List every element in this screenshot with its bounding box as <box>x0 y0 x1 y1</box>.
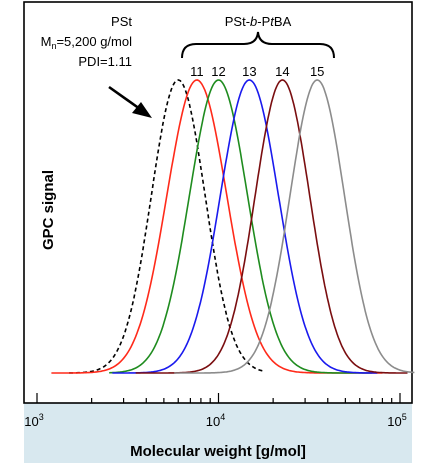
pst-pdi: PDI=1.11 <box>78 54 132 69</box>
pst-arrow <box>108 85 152 118</box>
pst-name: PSt <box>111 14 132 29</box>
copolymer-label: PSt-b-PtBA <box>225 14 292 29</box>
copolymer-brace <box>181 31 335 59</box>
curve-label-12: 12 <box>211 64 225 79</box>
curve-13 <box>112 79 378 374</box>
x-axis-ticks: 103 104 105 <box>24 393 407 429</box>
curves-layer <box>51 79 415 374</box>
x-axis-label: Molecular weight [g/mol] <box>130 443 306 460</box>
plot-area <box>23 1 413 404</box>
curve-pst <box>69 79 265 374</box>
x-tick-label: 103 <box>24 412 43 429</box>
x-tick-label: 105 <box>387 412 406 429</box>
curve-15 <box>174 79 415 374</box>
curve-label-15: 15 <box>310 64 324 79</box>
curve-label-13: 13 <box>242 64 256 79</box>
curve-labels-layer: 11 12 13 14 15 <box>190 64 324 79</box>
curve-12 <box>109 79 372 374</box>
pst-mn: Mn=5,200 g/mol <box>41 34 132 51</box>
y-axis-label: GPC signal <box>40 170 57 250</box>
x-tick-label: 104 <box>206 412 225 429</box>
curve-label-11: 11 <box>190 64 204 79</box>
curve-label-14: 14 <box>275 64 289 79</box>
